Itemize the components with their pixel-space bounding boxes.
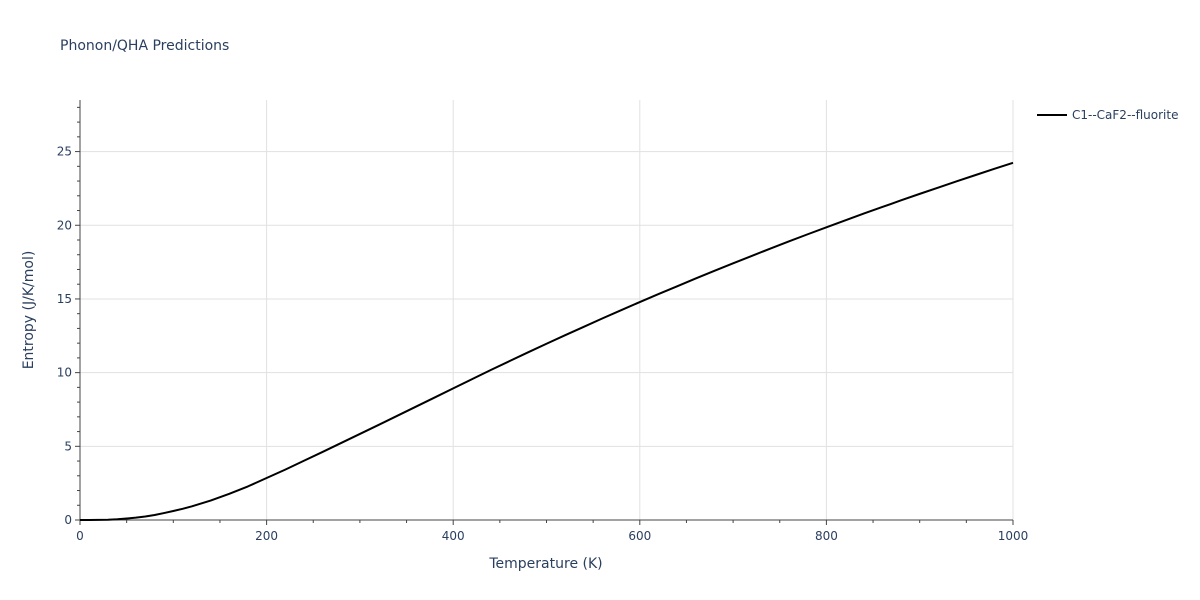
y-tick-label: 20 bbox=[57, 218, 72, 232]
legend[interactable]: C1--CaF2--fluorite bbox=[1037, 108, 1178, 122]
y-tick-label: 0 bbox=[64, 513, 72, 527]
x-tick-label: 200 bbox=[255, 529, 278, 543]
y-axis-label: Entropy (J/K/mol) bbox=[21, 251, 37, 370]
y-tick-label: 25 bbox=[57, 145, 72, 159]
series-line bbox=[80, 161, 1014, 521]
legend-label[interactable]: C1--CaF2--fluorite bbox=[1072, 108, 1178, 122]
chart-title: Phonon/QHA Predictions bbox=[60, 38, 229, 54]
x-axis-label: Temperature (K) bbox=[488, 556, 602, 572]
x-tick-label: 1000 bbox=[998, 529, 1029, 543]
axis-layer: 0 200 400 600 800 1000 0 5 10 15 20 25 bbox=[57, 100, 1029, 543]
y-tick-label: 5 bbox=[64, 439, 72, 453]
y-tick-label: 10 bbox=[57, 366, 72, 380]
grid-layer bbox=[80, 100, 1014, 520]
x-tick-label: 800 bbox=[815, 529, 838, 543]
x-tick-label: 0 bbox=[76, 529, 84, 543]
series-layer bbox=[80, 161, 1014, 521]
x-tick-label: 600 bbox=[628, 529, 651, 543]
y-tick-label: 15 bbox=[57, 292, 72, 306]
x-tick-label: 400 bbox=[442, 529, 465, 543]
